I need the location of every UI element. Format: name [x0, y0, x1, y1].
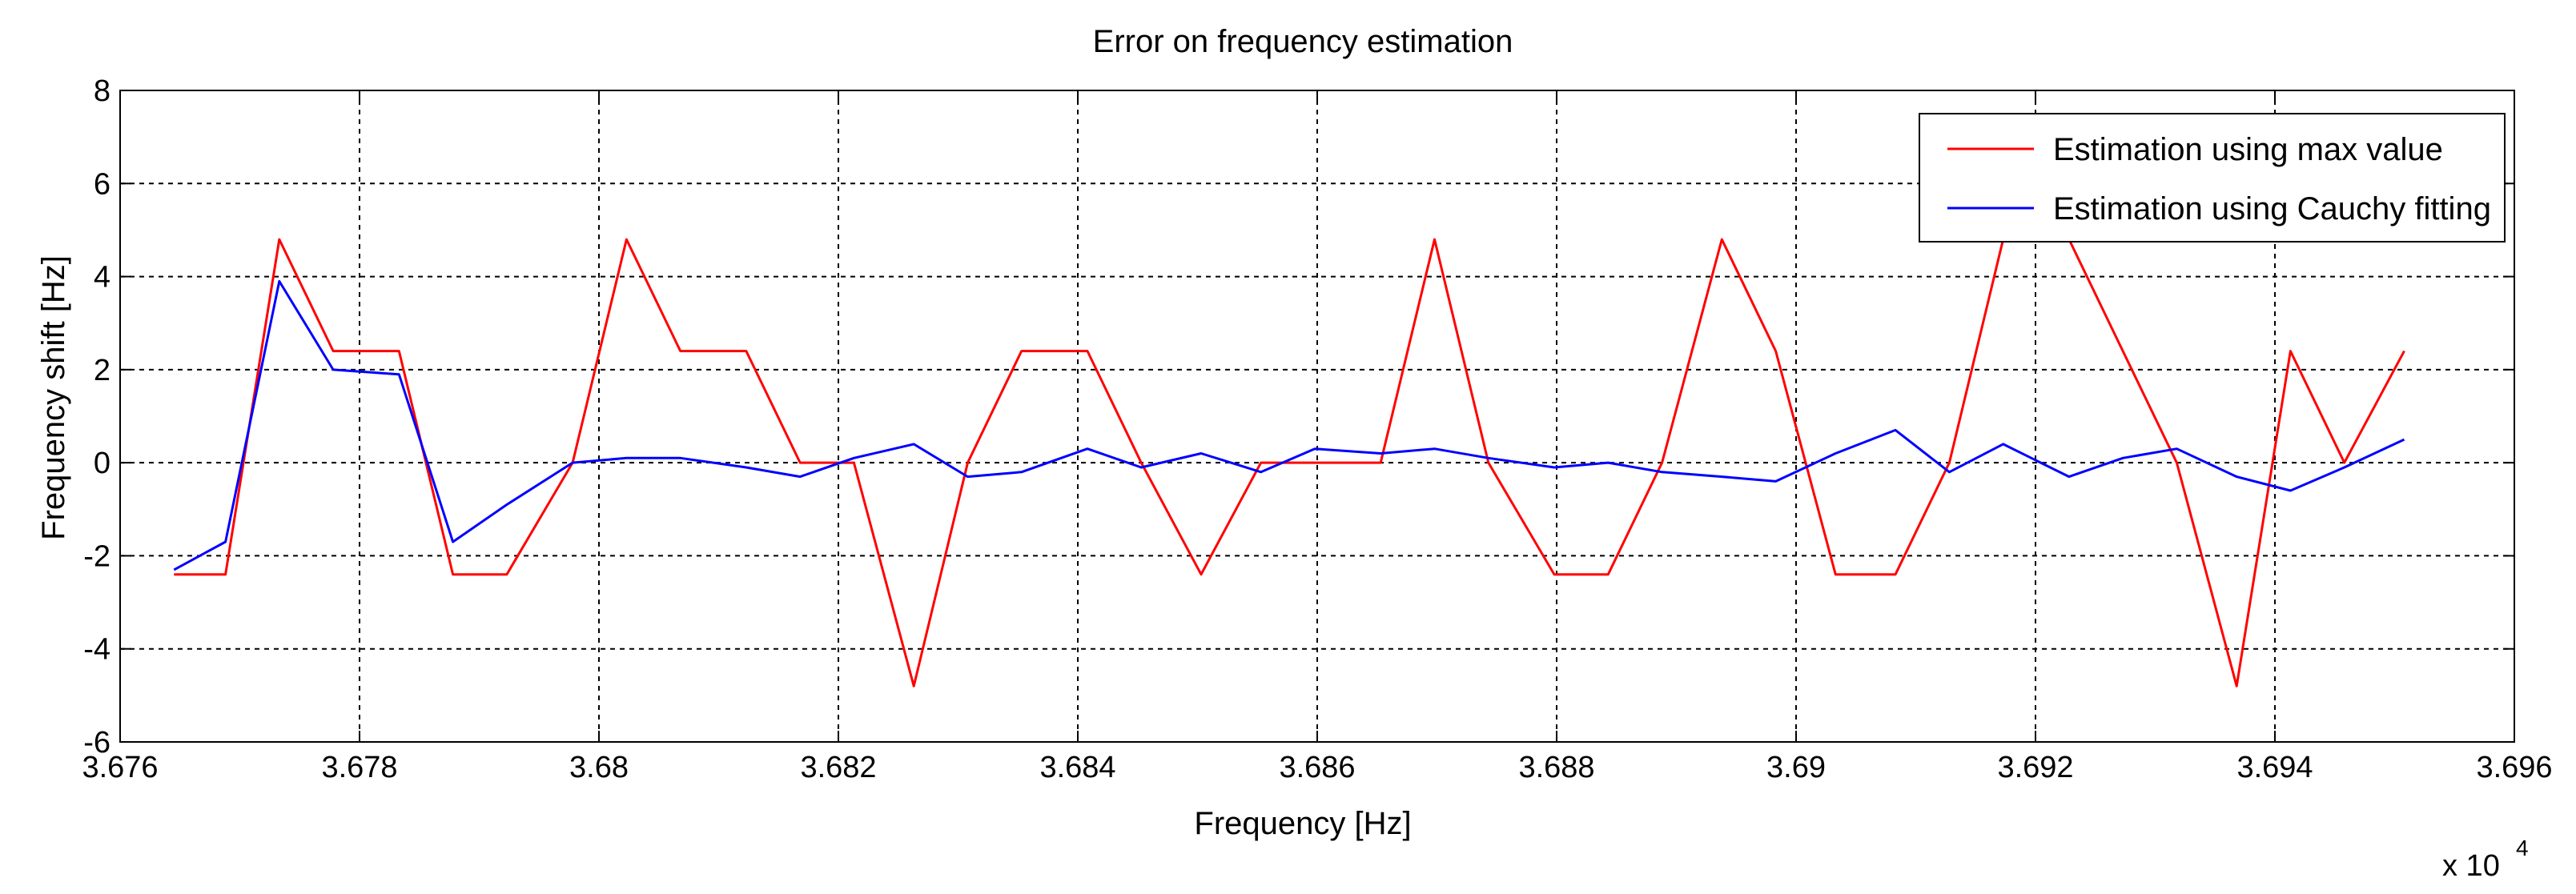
x-axis-multiplier-exponent: 4 — [2516, 836, 2529, 860]
x-tick-label: 3.694 — [2236, 751, 2313, 784]
legend-box — [1919, 113, 2506, 243]
x-tick-label: 3.69 — [1766, 751, 1826, 784]
x-tick-label: 3.692 — [1997, 751, 2073, 784]
x-axis-multiplier: x 10 4 — [2442, 836, 2529, 883]
y-tick-label: 6 — [94, 167, 111, 201]
y-tick-label: 0 — [94, 447, 111, 480]
x-tick-label: 3.68 — [569, 751, 629, 784]
x-axis-label: Frequency [Hz] — [1194, 806, 1411, 841]
x-axis-multiplier-base: x 10 — [2442, 849, 2500, 883]
x-tick-label: 3.682 — [800, 751, 876, 784]
y-tick-label: 8 — [94, 74, 111, 108]
x-tick-label: 3.686 — [1279, 751, 1355, 784]
x-tick-label: 3.688 — [1518, 751, 1594, 784]
x-tick-label: 3.696 — [2476, 751, 2552, 784]
series-line-estimation-using-cauchy-fitting — [173, 279, 2405, 571]
y-axis-label: Frequency shift [Hz] — [36, 255, 71, 540]
legend-label-cauchy-fitting: Estimation using Cauchy fitting — [2053, 191, 2491, 227]
y-tick-label: -4 — [83, 633, 111, 667]
x-tick-label: 3.684 — [1039, 751, 1115, 784]
x-tick-label: 3.678 — [321, 751, 397, 784]
y-tick-label: 4 — [94, 261, 111, 295]
x-tick-label: 3.676 — [82, 751, 158, 784]
y-tick-label: 2 — [94, 354, 111, 387]
legend-label-max-value: Estimation using max value — [2053, 132, 2443, 167]
y-tick-label: -2 — [83, 539, 111, 573]
axis-ticks: 3.676 3.678 3.68 3.682 3.684 3.686 3.688 3.69 3.… — [82, 74, 2552, 784]
chart-title: Error on frequency estimation — [1093, 24, 1513, 59]
y-tick-label: -6 — [83, 726, 111, 760]
legend: Estimation using max value Estimation us… — [1919, 113, 2506, 243]
